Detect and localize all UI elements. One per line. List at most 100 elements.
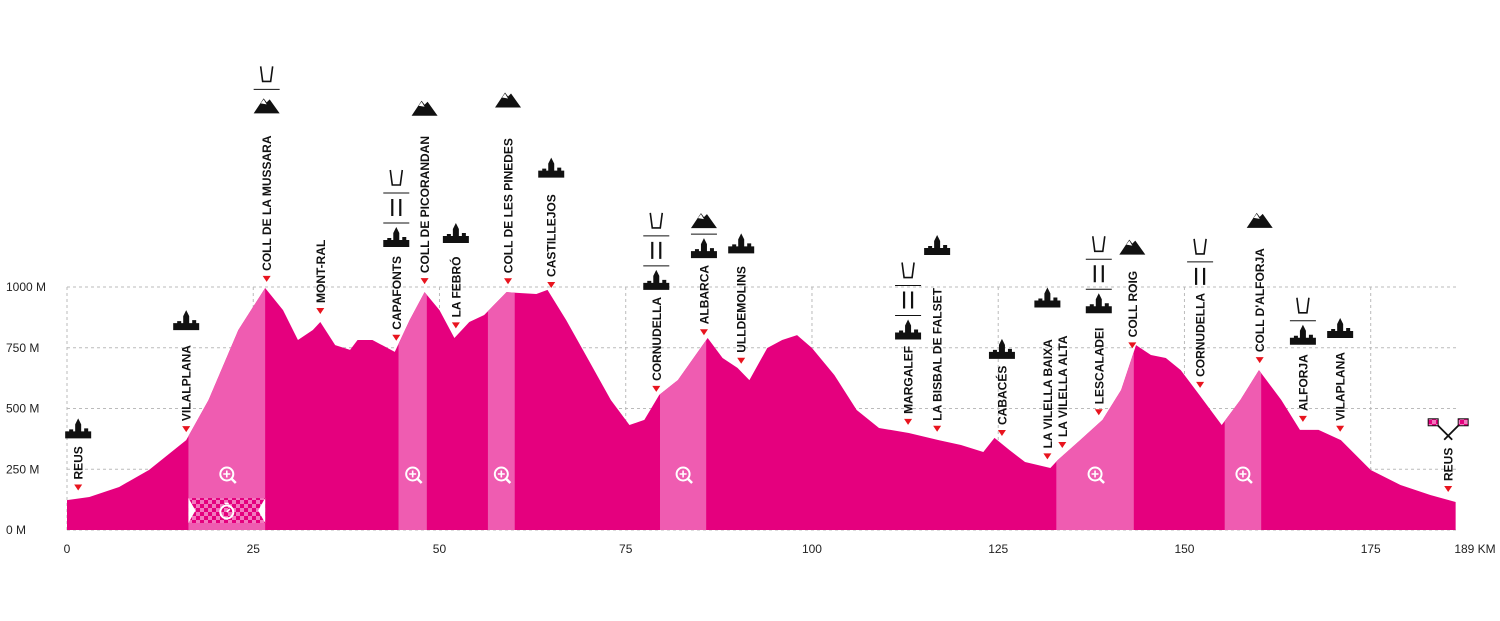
zoom-icon [505, 477, 512, 484]
town-icon [1085, 293, 1112, 314]
town-icon [173, 310, 200, 331]
place-marker [74, 484, 83, 491]
place-marker [1336, 425, 1345, 432]
mountain-icon [1119, 239, 1146, 255]
cup-icon [901, 262, 915, 279]
mountain-icon [495, 92, 522, 108]
town-icon [383, 226, 410, 247]
town-icon [1034, 287, 1061, 308]
place-marker [1298, 415, 1307, 422]
climb-segment [487, 287, 515, 530]
place-marker [316, 307, 325, 314]
stopwatch-icon [224, 502, 231, 513]
place-marker [1058, 442, 1067, 449]
town-icon [442, 223, 469, 244]
x-tick-label: 125 [988, 542, 1008, 556]
town-icon [895, 319, 922, 340]
fork-icon [651, 241, 662, 259]
place-marker [737, 357, 746, 364]
place-label: MONT-RAL [314, 240, 328, 303]
x-tick-label: 75 [619, 542, 633, 556]
finish-flag [1427, 418, 1439, 427]
mountain-icon [690, 213, 717, 229]
place-label: MARGALEF [902, 346, 916, 414]
place-label: LA BISBAL DE FALSET [931, 287, 945, 420]
town-icon [643, 269, 670, 290]
place-marker [1043, 453, 1052, 460]
zoom-icon [1246, 477, 1253, 484]
place-marker [699, 329, 708, 336]
place-marker [1444, 485, 1453, 492]
mountain-snow [502, 93, 509, 99]
x-tick-label: 0 [64, 542, 71, 556]
zoom-icon [1098, 477, 1105, 484]
mountain-icon [253, 98, 280, 114]
town-icon [65, 418, 92, 439]
place-marker [262, 275, 271, 282]
place-label: COLL D'ALFORJA [1253, 248, 1267, 352]
zoom-icon [679, 470, 687, 478]
place-label: LA VILELLA BAIXA [1041, 339, 1055, 448]
fork-icon [1093, 265, 1104, 283]
place-label: ULLDEMOLINS [735, 266, 749, 353]
fork-icon [1195, 267, 1206, 285]
x-tick-label: 50 [433, 542, 447, 556]
town-icon [728, 233, 755, 254]
town-icon [988, 338, 1015, 359]
place-marker [997, 429, 1006, 436]
mountain-snow [418, 101, 425, 107]
x-tick-label: 175 [1361, 542, 1381, 556]
zoom-icon [497, 470, 505, 478]
fork-icon [902, 291, 914, 309]
mountain-snow [697, 214, 704, 220]
town-icon [924, 235, 951, 256]
zoom-icon [1235, 466, 1251, 482]
town-icon [538, 157, 565, 178]
y-tick-label: 1000 M [6, 280, 46, 294]
mountain-snow [1253, 213, 1260, 219]
place-label: CAPAFONTS [390, 256, 404, 330]
place-marker [1128, 342, 1137, 349]
zoom-icon [230, 477, 237, 484]
town-icon [1327, 318, 1354, 339]
cup-icon [1193, 238, 1207, 255]
y-tick-label: 500 M [6, 402, 39, 416]
zoom-icon [1091, 470, 1099, 478]
place-marker [451, 322, 460, 329]
place-label: CORNUDELLA [1194, 293, 1208, 377]
place-label: REUS [72, 446, 86, 479]
place-label: COLL DE PICORANDAN [418, 136, 432, 273]
finish-flag [1457, 418, 1469, 427]
stopwatch-icon [219, 504, 235, 520]
zoom-icon [409, 470, 417, 478]
place-marker [392, 334, 401, 341]
town-icon [1289, 324, 1316, 345]
place-marker [1196, 381, 1205, 388]
cup-icon [649, 212, 664, 229]
zoom-icon [405, 466, 421, 482]
cup-icon [389, 169, 404, 186]
place-label: CABACÉS [994, 366, 1009, 425]
zoom-icon [493, 466, 509, 482]
place-marker [1255, 357, 1264, 364]
cup-icon [259, 66, 274, 83]
place-marker [652, 385, 661, 392]
place-marker [504, 278, 513, 285]
place-label: VILALPLANA [180, 345, 194, 421]
place-label: LA VILELLA ALTA [1056, 335, 1070, 437]
y-tick-label: 750 M [6, 341, 39, 355]
fork-icon [391, 198, 402, 216]
zoom-icon [675, 466, 691, 482]
place-marker [420, 278, 429, 285]
place-label: CORNUDELLA [650, 297, 664, 381]
place-marker [547, 281, 556, 288]
town-icon [690, 238, 717, 259]
zoom-icon [416, 477, 423, 484]
place-label: LA FEBRÓ [448, 257, 463, 318]
cup-icon [1296, 297, 1310, 314]
x-tick-label: 150 [1174, 542, 1194, 556]
y-tick-label: 250 M [6, 462, 39, 476]
place-label: REUS [1442, 448, 1456, 481]
place-label: COLL DE LA MUSSARA [260, 135, 274, 271]
